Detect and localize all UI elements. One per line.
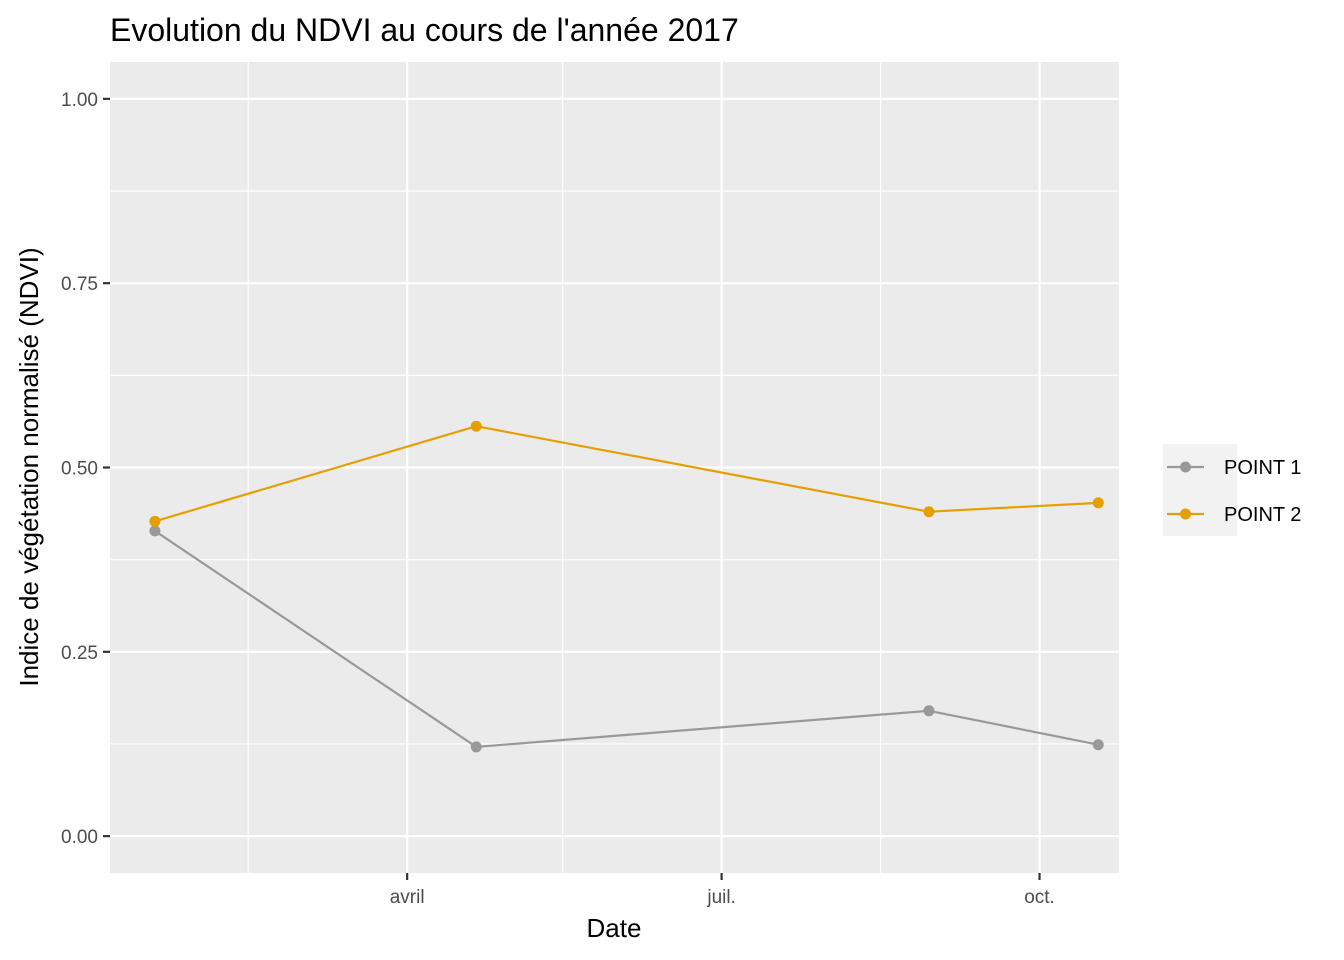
- series-2-point: [149, 515, 161, 527]
- x-tick-label: avril: [390, 887, 425, 908]
- legend-label-1: POINT 1: [1224, 457, 1301, 479]
- y-tick-label: 0.75: [61, 274, 98, 295]
- series-1-point: [149, 525, 161, 537]
- series-1-point: [1092, 739, 1104, 751]
- y-axis-title: Indice de végétation normalisé (NDVI): [14, 247, 44, 686]
- y-tick-label: 0.00: [61, 827, 98, 848]
- series-2-point: [1092, 497, 1104, 509]
- y-tick-label: 0.50: [61, 459, 98, 480]
- series-line-2: [154, 425, 1099, 523]
- x-axis: avril juil. oct.: [390, 873, 1055, 908]
- legend-key-background: [1163, 444, 1237, 536]
- legend: POINT 1 POINT 2: [1163, 444, 1301, 536]
- x-axis-title: Date: [587, 913, 642, 943]
- legend-label-2: POINT 2: [1224, 504, 1301, 526]
- chart-title: Evolution du NDVI au cours de l'année 20…: [110, 12, 739, 48]
- major-gridlines: [110, 62, 1119, 873]
- x-tick-label: oct.: [1024, 887, 1055, 908]
- series-1-point: [470, 741, 482, 753]
- series-layer: [149, 420, 1104, 753]
- x-tick-label: juil.: [706, 887, 736, 908]
- series-line-1: [154, 529, 1099, 749]
- y-axis: 0.00 0.25 0.50 0.75 1.00: [61, 90, 110, 848]
- y-tick-label: 0.25: [61, 643, 98, 664]
- series-2-point: [470, 420, 482, 432]
- legend-key-point-1: [1180, 461, 1191, 473]
- series-2-point: [923, 506, 935, 518]
- legend-key-point-2: [1180, 508, 1191, 520]
- y-tick-label: 1.00: [61, 90, 98, 111]
- series-1-point: [923, 705, 935, 717]
